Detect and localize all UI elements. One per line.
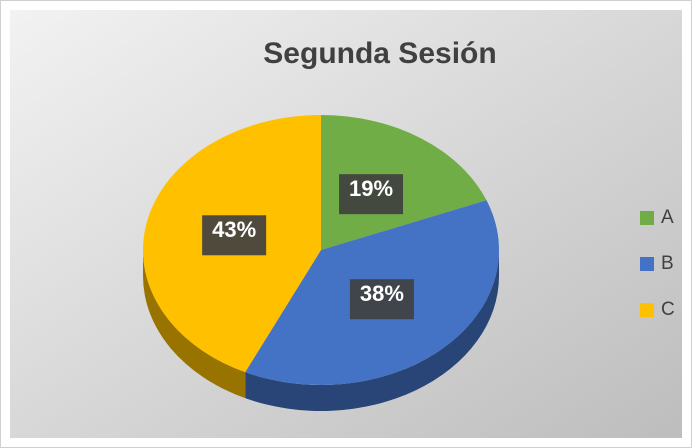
legend-label: C xyxy=(661,299,675,320)
slice-side xyxy=(245,250,499,411)
data-label-box xyxy=(349,279,414,320)
data-label: 19% xyxy=(349,176,393,201)
data-label: 43% xyxy=(212,217,256,242)
legend-swatch xyxy=(640,257,654,271)
data-label-box xyxy=(202,215,267,256)
data-label-box xyxy=(339,174,404,215)
legend-label: B xyxy=(661,253,674,274)
chart-title: Segunda Sesión xyxy=(263,37,496,70)
legend-label: A xyxy=(661,207,674,228)
slice-side xyxy=(143,250,246,399)
data-label: 38% xyxy=(360,281,404,306)
slice xyxy=(321,115,487,250)
legend-swatch xyxy=(640,303,654,317)
legend-swatch xyxy=(640,211,654,225)
